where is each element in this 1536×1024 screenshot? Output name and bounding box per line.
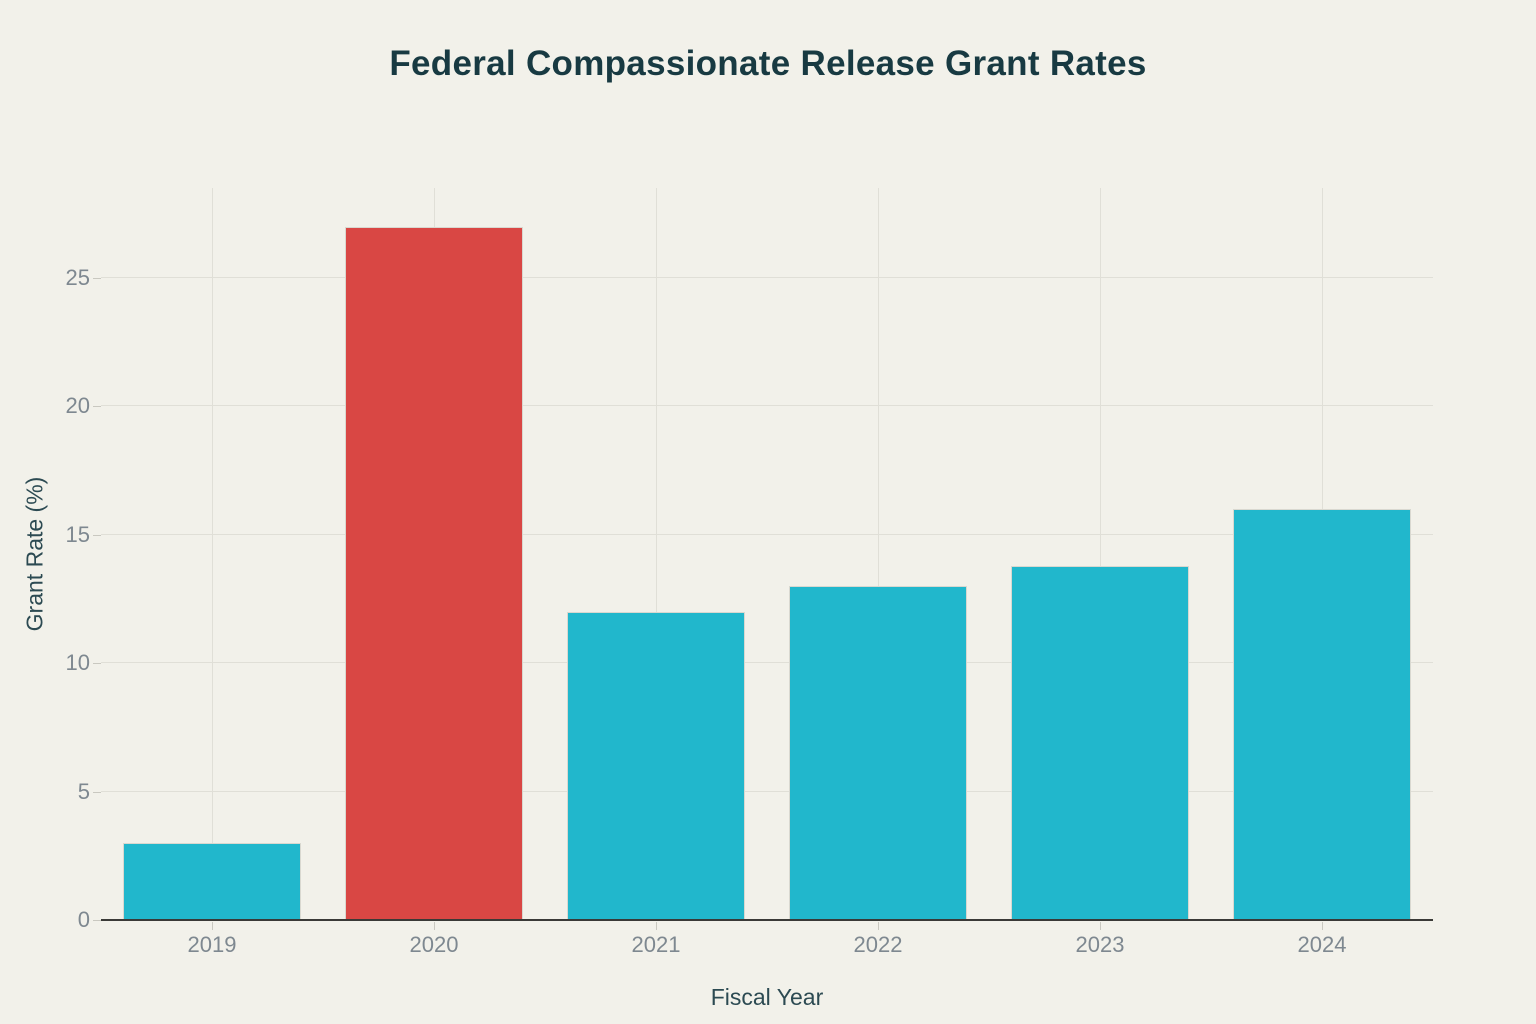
x-gridline — [212, 188, 213, 920]
x-gridline — [1100, 188, 1101, 920]
y-tick-label: 0 — [77, 907, 90, 932]
y-tick-label: 15 — [65, 521, 90, 547]
y-tick-mark — [93, 534, 101, 536]
y-gridline — [101, 405, 1433, 407]
bar-2023 — [1011, 565, 1189, 920]
x-gridline — [878, 188, 879, 920]
x-tick-label: 2022 — [853, 932, 903, 957]
bar-2019 — [123, 842, 301, 920]
y-tick-mark — [93, 277, 101, 279]
y-gridline — [101, 533, 1433, 535]
x-tick-mark — [656, 922, 657, 930]
x-tick-label: 2019 — [187, 932, 237, 957]
x-tick-label: 2023 — [1075, 932, 1125, 957]
bar-2021 — [567, 611, 745, 920]
y-gridline — [101, 790, 1433, 792]
bar-2020 — [345, 226, 523, 920]
plot-area — [101, 188, 1433, 921]
x-tick-label: 2021 — [631, 932, 681, 957]
x-tick-mark — [212, 922, 213, 930]
bar-2024 — [1233, 509, 1411, 920]
bar-2022 — [789, 586, 967, 920]
x-tick-label: 2020 — [409, 932, 459, 957]
y-gridline — [101, 276, 1433, 278]
x-tick-mark — [878, 922, 879, 930]
y-tick-mark — [93, 920, 101, 921]
x-axis-line — [101, 919, 1433, 921]
x-tick-mark — [434, 922, 435, 930]
x-tick-mark — [1322, 922, 1323, 930]
x-tick-label: 2024 — [1297, 932, 1347, 957]
x-axis-title: Fiscal Year — [710, 984, 824, 1010]
y-tick-label: 25 — [65, 264, 90, 290]
y-tick-mark — [93, 791, 101, 793]
chart-title: Federal Compassionate Release Grant Rate… — [389, 44, 1147, 83]
y-gridline — [101, 662, 1433, 664]
y-tick-label: 5 — [77, 778, 90, 804]
y-axis-title: Grant Rate (%) — [21, 476, 48, 632]
y-tick-label: 20 — [65, 393, 90, 419]
x-gridline — [656, 188, 657, 920]
y-tick-mark — [93, 663, 101, 665]
y-tick-label: 10 — [65, 650, 90, 676]
y-tick-mark — [93, 406, 101, 408]
x-tick-mark — [1100, 922, 1101, 930]
